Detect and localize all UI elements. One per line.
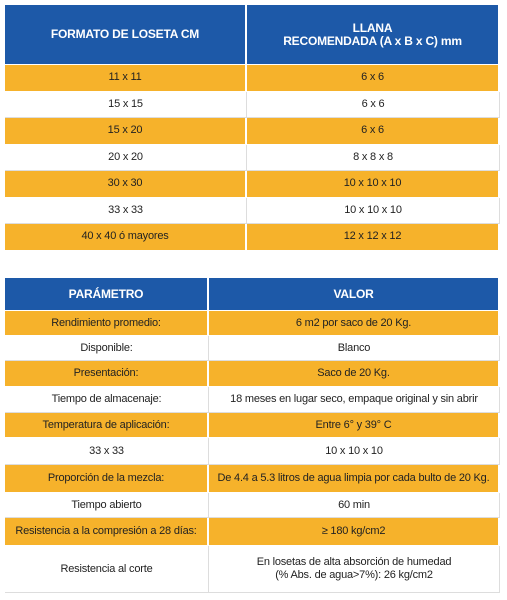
- table-cell: 30 x 30: [5, 171, 247, 198]
- table-cell: Tiempo abierto: [5, 493, 209, 518]
- table-cell: 6 x 6: [247, 118, 500, 145]
- table-cell: Rendimiento promedio:: [5, 311, 209, 336]
- table-cell: 8 x 8 x 8: [247, 144, 500, 171]
- table-cell: 33 x 33: [5, 197, 247, 224]
- table-cell: 15 x 15: [5, 91, 247, 118]
- table-cell: ≥ 180 kg/cm2: [209, 518, 500, 546]
- header-cell: PARÁMETRO: [5, 278, 209, 311]
- table-cell: 6 x 6: [247, 91, 500, 118]
- table-cell: Temperatura de aplicación:: [5, 413, 209, 438]
- table-cell: 10 x 10 x 10: [209, 438, 500, 465]
- table-cell: De 4.4 a 5.3 litros de agua limpia por c…: [209, 465, 500, 493]
- table-cell: 10 x 10 x 10: [247, 197, 500, 224]
- table-cell: 11 x 11: [5, 65, 247, 92]
- table-cell: 18 meses en lugar seco, empaque original…: [209, 387, 500, 413]
- tile-table: FORMATO DE LOSETA CM LLANA RECOMENDADA (A …: [5, 5, 500, 251]
- header-cell: FORMATO DE LOSETA CM: [5, 5, 247, 65]
- table-cell: 15 x 20: [5, 118, 247, 145]
- table-cell: Blanco: [209, 336, 500, 361]
- table-cell: Resistencia al corte: [5, 546, 209, 593]
- table-cell: 33 x 33: [5, 438, 209, 465]
- table-cell: 40 x 40 ó mayores: [5, 224, 247, 251]
- cell-line: En losetas de alta absorción de humedad: [256, 556, 452, 568]
- table-cell: Presentación:: [5, 361, 209, 387]
- parameter-table: PARÁMETRO VALOR Rendimiento promedio: 6 m2 …: [5, 278, 500, 593]
- table-cell: 20 x 20: [5, 144, 247, 171]
- table-cell: Saco de 20 Kg.: [209, 361, 500, 387]
- header-cell: LLANA RECOMENDADA (A x B x C) mm: [247, 5, 500, 65]
- table-cell: 12 x 12 x 12: [247, 224, 500, 251]
- cell-line: (% Abs. de agua>7%): 26 kg/cm2: [275, 569, 433, 581]
- table-cell: Resistencia a la compresión a 28 días:: [5, 518, 209, 546]
- cell-line: RECOMENDADA (A x B x C) mm: [283, 33, 462, 48]
- header-cell: VALOR: [209, 278, 500, 311]
- table-cell: 6 m2 por saco de 20 Kg.: [209, 311, 500, 336]
- table-cell: Tiempo de almacenaje:: [5, 387, 209, 413]
- table-cell: Entre 6° y 39° C: [209, 413, 500, 438]
- table-cell: 60 min: [209, 493, 500, 518]
- cell-line: LLANA: [352, 20, 393, 35]
- table-cell: En losetas de alta absorción de humedad(…: [209, 546, 500, 593]
- table-cell: 10 x 10 x 10: [247, 171, 500, 198]
- table-cell: Disponible:: [5, 336, 209, 361]
- table-cell: Proporción de la mezcla:: [5, 465, 209, 493]
- table-cell: 6 x 6: [247, 65, 500, 92]
